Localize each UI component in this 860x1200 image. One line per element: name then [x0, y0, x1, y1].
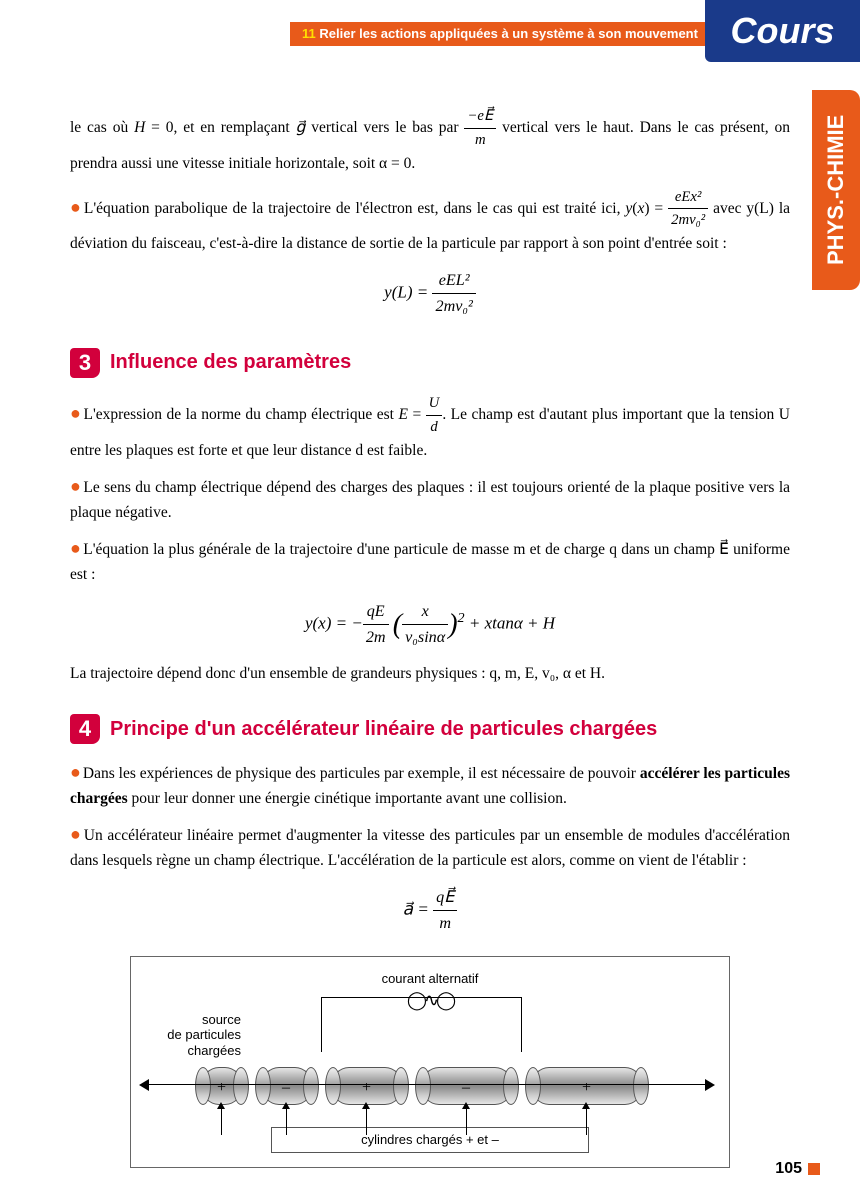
- paragraph-1: le cas où H = 0, et en remplaçant g⃗ ver…: [70, 105, 790, 176]
- bullet-icon: ●: [70, 476, 81, 496]
- arrow-right-icon: [705, 1079, 715, 1091]
- equation-trajectory: y(x) = −qE2m (xv₀sinα)2 + xtanα + H: [70, 599, 790, 650]
- chapter-number: 11: [302, 26, 316, 41]
- cylinder: +: [531, 1067, 643, 1105]
- paragraph-7: ●Dans les expériences de physique des pa…: [70, 759, 790, 811]
- bullet-icon: ●: [70, 403, 81, 423]
- paragraph-8: ●Un accélérateur linéaire permet d'augme…: [70, 821, 790, 873]
- section-title-3: Influence des paramètres: [110, 347, 351, 378]
- cylinder: +: [201, 1067, 243, 1105]
- chapter-title: Relier les actions appliquées à un systè…: [319, 26, 698, 41]
- accelerator-diagram: courant alternatif ◯∿◯ source de particu…: [130, 956, 730, 1168]
- arrow-up-icon: [582, 1102, 590, 1109]
- diagram-bottom-label: cylindres chargés + et –: [271, 1127, 589, 1153]
- page-number: 105: [775, 1160, 820, 1178]
- charge-sign: +: [217, 1076, 226, 1101]
- section-3-header: 3 Influence des paramètres: [70, 347, 790, 378]
- section-title-4: Principe d'un accélérateur linéaire de p…: [110, 714, 657, 745]
- bullet-icon: ●: [70, 538, 81, 558]
- paragraph-6: La trajectoire dépend donc d'un ensemble…: [70, 662, 790, 686]
- cylinder: –: [421, 1067, 513, 1105]
- equation-acceleration: a⃗ = qE⃗m: [70, 885, 790, 936]
- charge-sign: +: [582, 1076, 591, 1101]
- equation-yL: y(L) = eEL²2mv₀²: [70, 268, 790, 319]
- cours-badge: Cours: [705, 0, 860, 62]
- charge-sign: +: [362, 1076, 371, 1101]
- ac-symbol-icon: ◯∿◯: [407, 987, 453, 1015]
- paragraph-2: ●L'équation parabolique de la trajectoir…: [70, 186, 790, 257]
- paragraph-5: ●L'équation la plus générale de la traje…: [70, 535, 790, 587]
- page-header: 11 Relier les actions appliquées à un sy…: [0, 0, 860, 54]
- cylinder: –: [261, 1067, 313, 1105]
- bullet-icon: ●: [70, 762, 81, 782]
- arrow-up-icon: [362, 1102, 370, 1109]
- chapter-strip: 11 Relier les actions appliquées à un sy…: [290, 22, 705, 46]
- charge-sign: –: [462, 1076, 470, 1101]
- arrow-up-icon: [217, 1102, 225, 1109]
- cylinder: +: [331, 1067, 403, 1105]
- subject-tab: PHYS.-CHIMIE: [812, 90, 860, 290]
- page-marker-icon: [808, 1163, 820, 1175]
- section-number-3: 3: [70, 348, 100, 378]
- bullet-icon: ●: [70, 197, 82, 217]
- section-number-4: 4: [70, 714, 100, 744]
- diagram-source-label: source de particules chargées: [141, 1012, 241, 1059]
- section-4-header: 4 Principe d'un accélérateur linéaire de…: [70, 714, 790, 745]
- arrow-left-icon: [139, 1079, 149, 1091]
- arrow-up-icon: [462, 1102, 470, 1109]
- arrow-up-icon: [282, 1102, 290, 1109]
- bullet-icon: ●: [70, 824, 82, 844]
- paragraph-4: ●Le sens du champ électrique dépend des …: [70, 473, 790, 525]
- paragraph-3: ●L'expression de la norme du champ élect…: [70, 392, 790, 463]
- charge-sign: –: [282, 1076, 290, 1101]
- main-content: le cas où H = 0, et en remplaçant g⃗ ver…: [70, 105, 790, 1168]
